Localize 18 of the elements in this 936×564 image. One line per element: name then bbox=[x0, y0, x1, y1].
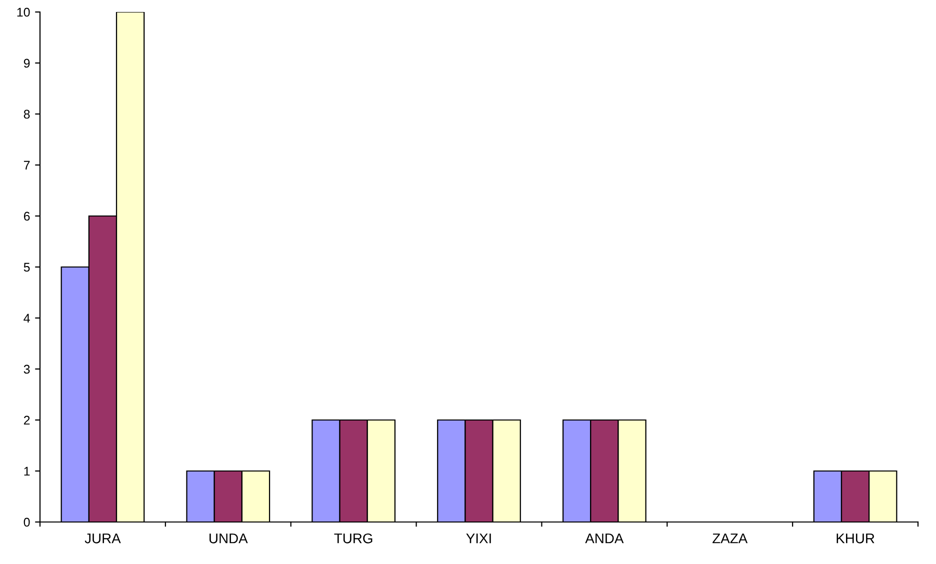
y-tick-label: 5 bbox=[24, 262, 30, 272]
x-tick-label: ANDA bbox=[585, 534, 624, 544]
x-tick-label: ZAZA bbox=[712, 534, 748, 544]
x-tick-label: YIXI bbox=[466, 534, 491, 544]
y-tick-label: 8 bbox=[24, 110, 30, 119]
y-tick-label: 4 bbox=[24, 314, 30, 323]
y-tick-label: 1 bbox=[24, 466, 30, 476]
y-tick-label: 3 bbox=[24, 364, 30, 374]
x-tick-label: JURA bbox=[84, 534, 121, 544]
x-tick-label: UNDA bbox=[210, 534, 248, 544]
x-tick-label: KHUR bbox=[836, 534, 874, 544]
y-tick-label: 0 bbox=[24, 518, 30, 527]
y-tick-label: 7 bbox=[24, 160, 30, 170]
y-tick-label: 2 bbox=[24, 416, 30, 425]
y-tick-label: 10 bbox=[17, 8, 30, 17]
x-tick-label: TURG bbox=[334, 533, 372, 544]
y-tick-label: 9 bbox=[24, 58, 30, 68]
y-tick-label: 6 bbox=[24, 212, 30, 221]
